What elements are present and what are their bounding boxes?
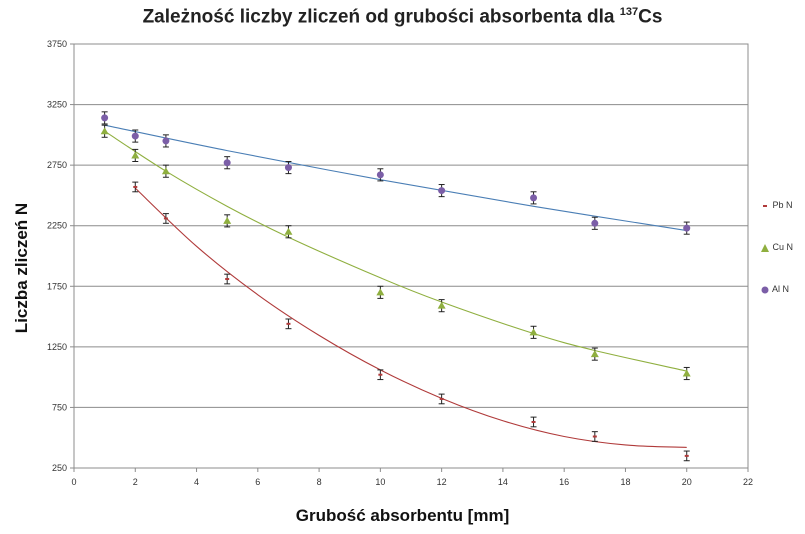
data-point-series-2 [530, 194, 538, 202]
legend-item-cu: Cu N [760, 242, 793, 253]
trendline-series-0 [134, 187, 687, 448]
data-point-series-2 [683, 224, 691, 232]
legend-item-pb: Pb N [760, 200, 793, 211]
x-axis-label: Grubość absorbentu [mm] [295, 506, 510, 525]
y-tick-label: 1250 [47, 342, 67, 352]
data-point-series-1 [437, 301, 446, 309]
legend-label-al: Al N [772, 284, 790, 294]
y-tick-label: 2250 [47, 221, 67, 231]
chart-title: Zależność liczby zliczeń od grubości abs… [142, 6, 663, 28]
data-point-series-0 [133, 185, 138, 188]
legend-item-al: Al N [760, 284, 789, 295]
data-point-series-0 [286, 322, 291, 325]
x-tick-label: 18 [620, 477, 630, 487]
data-point-series-0 [592, 435, 597, 438]
x-tick-label: 4 [194, 477, 199, 487]
x-tick-label: 8 [317, 477, 322, 487]
title-tail: Cs [638, 6, 663, 28]
data-point-series-2 [376, 171, 384, 179]
data-point-series-0 [531, 420, 536, 423]
data-point-series-0 [378, 373, 383, 376]
y-tick-label: 1750 [47, 281, 67, 291]
legend-marker-al [761, 286, 769, 294]
data-point-series-2 [101, 114, 109, 122]
data-point-series-1 [131, 151, 140, 159]
y-tick-label: 3750 [47, 39, 67, 49]
data-point-series-0 [684, 454, 689, 457]
data-point-series-1 [590, 350, 599, 358]
data-point-series-1 [161, 167, 170, 175]
x-tick-label: 12 [437, 477, 447, 487]
x-tick-label: 6 [255, 477, 260, 487]
data-point-series-1 [223, 216, 232, 224]
x-tick-label: 16 [559, 477, 569, 487]
trendline-series-2 [104, 124, 687, 232]
y-tick-label: 750 [52, 402, 67, 412]
data-point-series-1 [529, 328, 538, 336]
x-tick-label: 0 [71, 477, 76, 487]
x-tick-label: 14 [498, 477, 508, 487]
data-point-series-0 [225, 278, 230, 281]
legend-marker-cu [761, 243, 769, 252]
y-tick-label: 3250 [47, 100, 67, 110]
data-point-series-1 [100, 127, 109, 135]
data-point-series-1 [682, 369, 691, 377]
x-tick-label: 22 [743, 477, 753, 487]
y-tick-label: 250 [52, 463, 67, 473]
trendline-series-1 [104, 130, 687, 372]
legend-marker-pb [763, 204, 767, 207]
data-point-series-2 [438, 187, 446, 195]
x-tick-label: 2 [133, 477, 138, 487]
data-point-series-2 [284, 164, 292, 172]
data-point-series-1 [284, 227, 293, 235]
legend-label-pb: Pb N [772, 200, 793, 210]
y-axis-label: Liczba zliczeń N [12, 202, 31, 334]
plot-area [73, 43, 749, 469]
data-point-series-2 [223, 159, 231, 167]
data-point-series-0 [163, 217, 168, 220]
legend-label-cu: Cu N [772, 242, 794, 252]
data-point-series-2 [162, 137, 170, 145]
data-point-series-1 [376, 288, 385, 296]
data-point-series-0 [439, 397, 444, 400]
x-tick-label: 10 [375, 477, 385, 487]
data-point-series-2 [131, 132, 139, 140]
data-point-series-2 [591, 219, 599, 227]
x-tick-label: 20 [682, 477, 692, 487]
title-superscript: 137 [619, 6, 639, 18]
y-tick-label: 2750 [47, 160, 67, 170]
